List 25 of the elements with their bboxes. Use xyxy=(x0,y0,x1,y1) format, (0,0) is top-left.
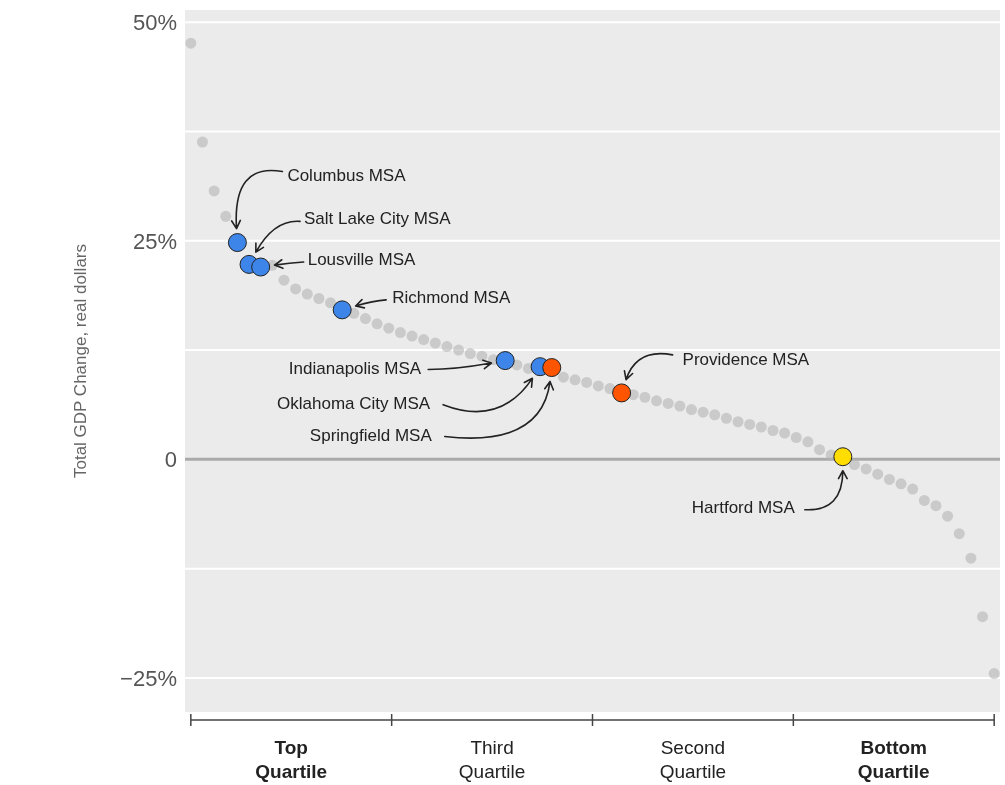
annotation: Hartford MSA xyxy=(691,498,796,518)
y-axis-title: Total GDP Change, real dollars xyxy=(71,243,91,479)
annotation: Salt Lake City MSA xyxy=(304,208,452,228)
annotation: Indianapolis MSA xyxy=(288,359,422,379)
y-tick-label: −25% xyxy=(120,665,177,691)
point xyxy=(612,383,632,403)
point xyxy=(332,300,352,320)
annotation: Providence MSA xyxy=(682,350,810,370)
point xyxy=(227,233,247,253)
text: Top Quartile xyxy=(255,737,328,782)
y-tick-label: 0 xyxy=(164,447,177,473)
annotation: Lousville MSA xyxy=(307,249,417,269)
annotation: Springfield MSA xyxy=(309,426,433,446)
annotation: Richmond MSA xyxy=(392,288,511,308)
point xyxy=(495,351,515,371)
annotation: Columbus MSA xyxy=(287,166,407,186)
point xyxy=(542,358,562,378)
annotation: Oklahoma City MSA xyxy=(277,394,431,414)
y-tick-label: 25% xyxy=(132,228,177,254)
point xyxy=(251,257,271,277)
y-tick-label: 50% xyxy=(132,10,177,36)
point xyxy=(833,447,853,467)
text: Bottom Quartile xyxy=(857,737,930,782)
text: Third Quartile xyxy=(458,737,526,782)
text: Second Quartile xyxy=(659,737,727,782)
